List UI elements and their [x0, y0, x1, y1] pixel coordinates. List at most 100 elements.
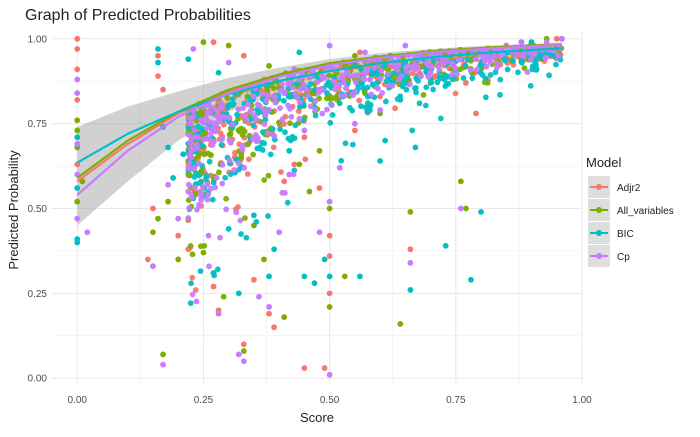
data-point [265, 172, 272, 179]
data-point [367, 107, 373, 114]
data-point [201, 151, 208, 158]
data-point [469, 75, 476, 82]
data-point [361, 76, 368, 83]
data-point [287, 120, 293, 127]
data-point [316, 147, 323, 154]
data-point [460, 75, 467, 81]
x-tick-label: 0.00 [68, 395, 88, 406]
data-point [449, 76, 456, 83]
data-point [235, 127, 242, 133]
data-point [281, 97, 287, 104]
data-point [487, 59, 494, 66]
data-point [326, 232, 333, 239]
data-point [333, 82, 340, 89]
data-point [194, 206, 200, 213]
data-point [195, 160, 202, 166]
data-point [165, 144, 171, 151]
data-point [223, 195, 229, 202]
data-point [533, 67, 540, 73]
data-point [321, 365, 328, 371]
data-point [74, 66, 81, 73]
data-point [243, 234, 250, 241]
data-point [276, 229, 283, 236]
data-point [240, 126, 247, 133]
data-point [364, 67, 371, 74]
data-point [277, 87, 284, 94]
legend-key-point [596, 184, 602, 190]
data-point [188, 140, 195, 147]
data-point [407, 81, 413, 88]
data-point [434, 79, 441, 86]
data-point [155, 59, 161, 66]
data-point [473, 110, 479, 117]
data-point [260, 90, 267, 97]
data-point [301, 273, 308, 280]
data-point [448, 71, 455, 78]
data-point [467, 67, 474, 74]
data-point [256, 293, 262, 300]
data-point [378, 67, 385, 74]
data-point [261, 106, 267, 113]
data-point [546, 72, 552, 79]
legend-key-point [596, 207, 602, 213]
data-point [272, 94, 279, 100]
data-point [454, 71, 460, 77]
data-point [222, 174, 229, 181]
data-point [329, 102, 335, 109]
data-point [74, 96, 81, 103]
data-point [251, 212, 257, 219]
data-point [187, 120, 194, 127]
data-point [74, 134, 81, 141]
data-point [264, 130, 271, 137]
data-point [356, 97, 363, 104]
data-point [377, 75, 384, 82]
data-point [204, 109, 211, 116]
legend-entry-label: All_variables [617, 206, 674, 217]
data-point [165, 198, 171, 205]
data-point [160, 86, 166, 93]
data-point [397, 96, 404, 103]
data-point [368, 71, 375, 78]
y-tick-label: 0.75 [28, 119, 48, 130]
data-point [200, 249, 207, 256]
data-point [326, 273, 333, 280]
data-point [197, 243, 204, 250]
data-point [296, 103, 303, 110]
data-point [192, 287, 199, 293]
data-point [175, 232, 182, 239]
data-point [238, 153, 245, 160]
data-point [187, 242, 194, 249]
data-point [350, 92, 357, 99]
axis-ticks: 0.00 0.25 0.50 0.75 1.00 0.00 0.25 0.50 0.75 1.00 [28, 34, 593, 406]
data-point [399, 83, 406, 90]
data-point [195, 123, 202, 130]
data-point [224, 95, 231, 102]
data-point [205, 232, 212, 239]
data-point [520, 51, 527, 57]
data-point [339, 72, 346, 79]
data-point [185, 188, 192, 195]
data-point [307, 103, 314, 110]
data-point [210, 283, 217, 290]
data-point [200, 119, 207, 126]
data-point [203, 175, 209, 182]
data-point [382, 137, 389, 144]
data-point [185, 164, 192, 171]
data-point [185, 215, 192, 221]
data-point [249, 136, 256, 142]
data-point [368, 91, 374, 98]
y-tick-label: 0.00 [28, 374, 48, 385]
data-point [193, 298, 200, 305]
data-point [377, 158, 383, 164]
data-point [254, 145, 261, 152]
data-point [206, 263, 212, 270]
data-point [225, 42, 232, 49]
data-point [155, 215, 161, 222]
data-point [212, 184, 219, 191]
legend-entry-label: Cp [617, 252, 630, 263]
data-point [236, 166, 242, 173]
data-point [239, 142, 246, 149]
data-point [462, 62, 469, 69]
data-point [316, 185, 323, 192]
